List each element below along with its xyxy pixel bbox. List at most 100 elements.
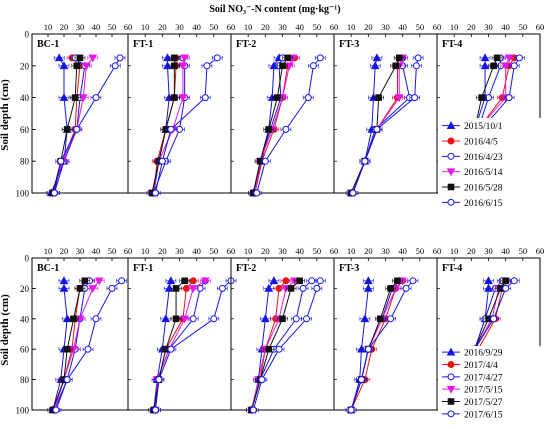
data-point [178, 94, 188, 103]
data-point [155, 376, 163, 384]
series [49, 54, 126, 197]
data-point [490, 62, 497, 70]
data-point [392, 62, 400, 70]
x-tick-label: 50 [313, 22, 322, 32]
data-point [308, 277, 316, 285]
data-point [70, 315, 77, 323]
series [150, 277, 211, 414]
data-point [253, 189, 261, 197]
data-point [364, 345, 372, 353]
series [345, 276, 374, 414]
legend-marker [446, 347, 456, 356]
series-line [350, 57, 378, 194]
x-tick-label: 40 [295, 246, 304, 256]
series [246, 277, 292, 414]
series [50, 277, 127, 414]
data-point [478, 94, 485, 101]
data-point [510, 277, 518, 285]
data-point [265, 345, 273, 353]
legend-label: 2017/5/15 [464, 386, 503, 396]
data-point [166, 276, 176, 285]
series [47, 54, 99, 198]
legend-label: 2015/10/1 [464, 122, 503, 132]
x-tick-label: 10 [141, 22, 150, 32]
x-tick-label: 20 [60, 22, 69, 32]
x-tick-label: 20 [364, 22, 373, 32]
panel-label: FT-1 [133, 263, 153, 274]
series-line [350, 280, 404, 411]
legend-entry: 2016/6/15 [442, 198, 503, 209]
data-point [59, 276, 69, 285]
x-tick-label: 60 [124, 22, 133, 32]
panel-label: FT-4 [442, 263, 462, 274]
data-point [264, 283, 274, 292]
data-point [218, 284, 226, 292]
x-tick-label: 20 [261, 22, 270, 32]
data-point [480, 61, 490, 70]
data-point [515, 54, 523, 62]
panel-frame [333, 257, 438, 411]
data-point [372, 53, 382, 62]
data-point [71, 94, 79, 101]
x-tick-label: 50 [416, 22, 425, 32]
data-point [510, 62, 518, 70]
data-point [357, 344, 366, 353]
data-point [69, 345, 78, 354]
legend-entry: 2017/4/4 [442, 361, 498, 371]
data-point [88, 54, 98, 63]
data-point [504, 54, 514, 63]
series [345, 277, 419, 414]
data-point [63, 345, 71, 353]
legend-label: 2017/5/27 [464, 398, 503, 408]
data-point [54, 53, 64, 62]
legend-marker [447, 398, 455, 405]
series [246, 276, 280, 414]
data-point [304, 94, 312, 102]
series-line [153, 280, 185, 411]
series [251, 54, 326, 197]
data-point [411, 94, 419, 102]
x-tick-label: 10 [141, 246, 150, 256]
data-point [50, 189, 58, 197]
legend-background [438, 118, 543, 210]
x-tick-label: 50 [416, 246, 425, 256]
data-point [269, 276, 279, 285]
x-tick-label: 20 [364, 246, 373, 256]
x-tick-label: 60 [227, 246, 236, 256]
data-point [349, 189, 357, 197]
x-tick-label: 60 [536, 246, 545, 256]
data-point [282, 277, 290, 285]
data-point [200, 277, 210, 286]
x-tick-label: 60 [124, 246, 133, 256]
legend-entry: 2017/5/15 [442, 386, 503, 396]
x-tick-label: 50 [210, 246, 219, 256]
legend: 2015/10/1 2016/4/5 2016/4/23 2016/5/14 2016/… [438, 118, 543, 210]
series-line [153, 57, 186, 194]
data-point [172, 315, 180, 323]
series [246, 277, 317, 414]
data-point [76, 285, 84, 292]
x-tick-label: 40 [192, 22, 201, 32]
x-tick-label: 20 [467, 246, 476, 256]
x-tick-label: 20 [158, 246, 167, 256]
legend-marker [447, 198, 455, 206]
legend-entry: 2016/4/5 [442, 137, 498, 148]
legend-entry: 2016/4/23 [442, 152, 503, 163]
x-tick-label: 10 [450, 246, 459, 256]
data-point [409, 277, 417, 285]
y-tick-label: 0 [25, 254, 30, 264]
series [248, 277, 326, 414]
data-point [171, 94, 178, 101]
y-tick-label: 80 [20, 157, 30, 167]
data-point [296, 277, 303, 285]
x-tick-label: 50 [313, 246, 322, 256]
data-point [81, 277, 89, 285]
data-point [94, 277, 104, 286]
legend-label: 2017/4/4 [464, 361, 498, 371]
data-point [387, 285, 394, 292]
series [47, 277, 94, 414]
x-tick-label: 30 [484, 22, 493, 32]
